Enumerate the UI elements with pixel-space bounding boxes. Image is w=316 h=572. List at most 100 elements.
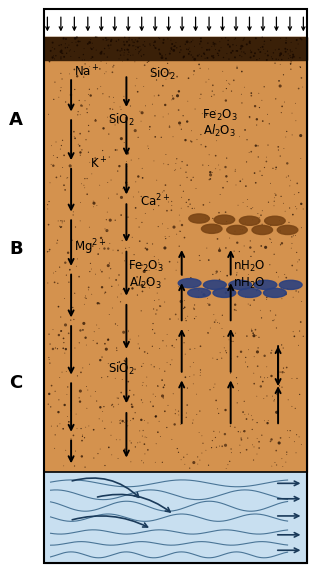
Point: [249, 324, 254, 333]
Point: [157, 50, 162, 59]
Point: [131, 41, 136, 50]
Point: [283, 44, 288, 53]
Point: [190, 35, 195, 45]
Point: [137, 47, 142, 57]
Point: [63, 43, 68, 53]
Point: [122, 53, 127, 62]
Point: [247, 112, 252, 121]
Point: [145, 239, 150, 248]
Point: [54, 239, 59, 248]
Point: [142, 347, 147, 356]
Point: [190, 419, 195, 428]
Point: [238, 44, 243, 53]
Point: [269, 238, 274, 247]
Point: [179, 125, 184, 134]
Point: [55, 279, 60, 288]
Point: [274, 408, 279, 417]
Point: [87, 360, 92, 369]
Point: [178, 216, 183, 225]
Point: [252, 169, 257, 178]
Point: [291, 52, 296, 61]
Point: [278, 240, 283, 249]
Point: [222, 430, 228, 439]
Point: [189, 137, 194, 146]
Point: [64, 367, 69, 376]
Point: [296, 84, 301, 93]
Point: [161, 394, 166, 403]
Point: [289, 244, 294, 253]
Point: [234, 180, 239, 189]
Point: [124, 157, 129, 166]
Point: [228, 444, 234, 454]
Point: [298, 62, 303, 71]
Point: [78, 148, 83, 157]
Point: [163, 54, 168, 63]
Point: [291, 46, 296, 55]
Point: [238, 177, 243, 186]
Point: [99, 373, 104, 382]
Point: [122, 418, 127, 427]
Point: [139, 52, 144, 61]
Point: [175, 91, 180, 100]
Bar: [44, 472, 307, 563]
Point: [262, 39, 267, 49]
Point: [227, 233, 232, 243]
Point: [95, 299, 100, 308]
Point: [147, 39, 152, 49]
Point: [87, 38, 92, 47]
Point: [189, 50, 194, 59]
Point: [88, 391, 93, 400]
Point: [175, 257, 180, 267]
Point: [200, 161, 205, 170]
Point: [112, 120, 118, 129]
Point: [114, 37, 119, 46]
Point: [292, 437, 297, 446]
Point: [223, 406, 228, 415]
Point: [63, 446, 68, 455]
Point: [183, 136, 188, 145]
Point: [77, 64, 82, 73]
Point: [102, 69, 107, 78]
Point: [240, 37, 245, 46]
Point: [203, 54, 208, 63]
Point: [58, 216, 64, 225]
Point: [223, 288, 228, 297]
Point: [250, 425, 255, 434]
Point: [185, 202, 191, 211]
Point: [50, 53, 55, 62]
Point: [65, 43, 70, 52]
Point: [149, 70, 155, 79]
Point: [108, 431, 113, 440]
Point: [294, 43, 299, 53]
Point: [50, 53, 55, 62]
Point: [239, 47, 244, 57]
Point: [181, 53, 186, 62]
Point: [191, 39, 197, 49]
Point: [143, 42, 148, 51]
Point: [288, 45, 293, 54]
Point: [234, 46, 239, 55]
Point: [213, 225, 218, 235]
Point: [58, 69, 64, 78]
Point: [246, 148, 252, 157]
Point: [220, 324, 225, 333]
Point: [61, 344, 66, 353]
Point: [102, 237, 107, 247]
Point: [188, 362, 193, 371]
Point: [211, 38, 216, 47]
Point: [198, 256, 203, 265]
Point: [144, 372, 149, 382]
Point: [64, 51, 69, 60]
Point: [162, 244, 167, 253]
Point: [217, 442, 222, 451]
Point: [246, 410, 251, 419]
Point: [84, 340, 89, 349]
Point: [166, 160, 171, 169]
Point: [105, 372, 110, 381]
Point: [201, 200, 206, 209]
Point: [216, 49, 221, 58]
Point: [78, 129, 83, 138]
Point: [119, 44, 124, 53]
Point: [109, 401, 114, 410]
Point: [153, 36, 158, 45]
